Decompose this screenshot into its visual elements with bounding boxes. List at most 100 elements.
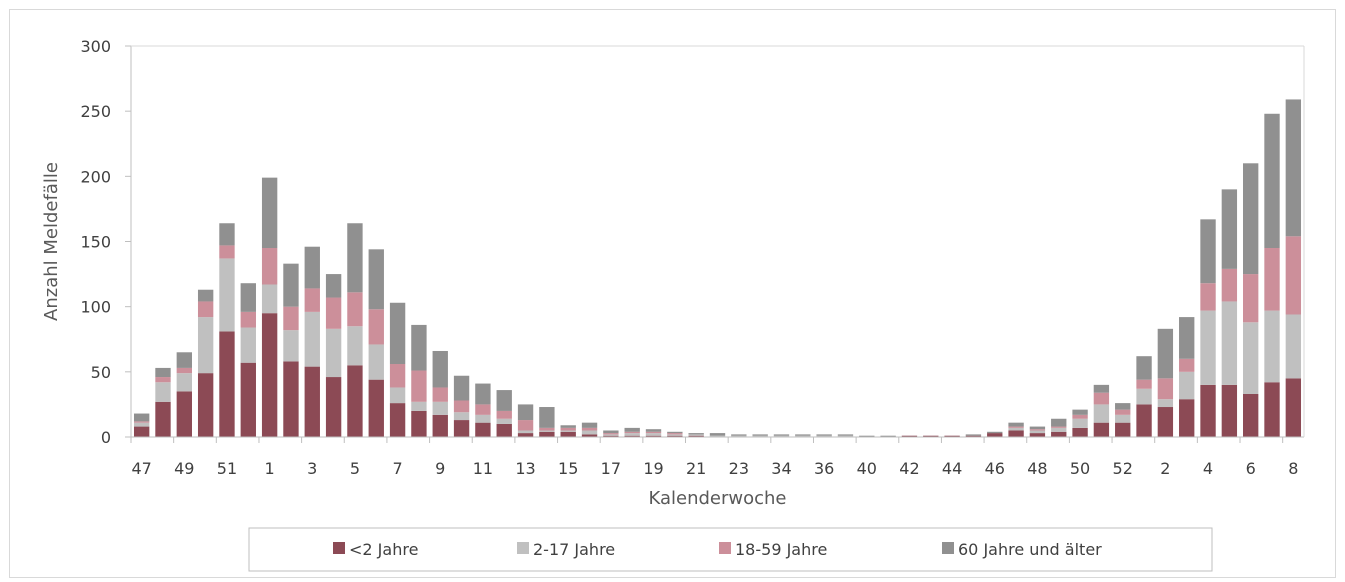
- bar-segment: [133, 426, 150, 437]
- bar-segment: [773, 434, 790, 436]
- x-tick-label: 1: [265, 459, 275, 478]
- bar-segment: [496, 390, 512, 411]
- bar-segment: [1264, 382, 1280, 437]
- bar-segment: [1093, 422, 1110, 437]
- bar-segment: [1093, 384, 1110, 393]
- bar-segment: [240, 311, 256, 328]
- bar-segment: [1029, 429, 1046, 431]
- bar-segment: [1093, 392, 1110, 405]
- bar-segment: [219, 258, 235, 332]
- x-tick-label: 34: [771, 459, 791, 478]
- x-tick-label: 17: [601, 459, 621, 478]
- bar-segment: [240, 283, 256, 312]
- legend-label: 2-17 Jahre: [533, 540, 615, 559]
- bar-segment: [155, 377, 171, 383]
- bar-segment: [539, 430, 555, 432]
- bar-segment: [795, 434, 811, 436]
- bar-segment: [411, 401, 427, 411]
- x-tick-label: 50: [1070, 459, 1090, 478]
- bar-segment: [475, 404, 491, 415]
- bar-segment: [283, 263, 299, 307]
- bar-segment: [1008, 426, 1024, 428]
- bar-segment: [432, 401, 448, 415]
- bar-segment: [923, 435, 939, 437]
- bar-segment: [1157, 328, 1174, 379]
- bar-segment: [880, 435, 896, 437]
- bar-segment: [731, 435, 747, 437]
- legend-swatch: [719, 542, 731, 554]
- x-tick-label: 51: [217, 459, 237, 478]
- bar-segment: [1200, 219, 1216, 284]
- bar-segment: [304, 246, 320, 289]
- x-tick-label: 36: [814, 459, 834, 478]
- bar-segment: [560, 427, 576, 431]
- x-tick-label: 23: [729, 459, 749, 478]
- bar-segment: [368, 249, 384, 310]
- bar-segment: [1221, 384, 1238, 437]
- x-tick-label: 11: [473, 459, 493, 478]
- y-tick-label: 0: [101, 428, 111, 447]
- bar-segment: [496, 423, 512, 437]
- bar-segment: [1115, 414, 1131, 423]
- legend-label: 60 Jahre und älter: [958, 540, 1102, 559]
- bar-segment: [432, 350, 448, 388]
- bar-segment: [1051, 418, 1067, 427]
- bar-segment: [1093, 404, 1110, 423]
- bar-segment: [624, 431, 640, 434]
- y-tick-label: 200: [80, 167, 111, 186]
- bar-segment: [624, 435, 640, 437]
- bar-segment: [176, 391, 192, 437]
- bar-segment: [517, 433, 534, 437]
- bar-segment: [1285, 99, 1302, 237]
- bar-segment: [1157, 378, 1174, 400]
- x-tick-label: 42: [899, 459, 919, 478]
- bar-segment: [304, 366, 320, 437]
- x-tick-label: 4: [1203, 459, 1213, 478]
- bar-segment: [1029, 430, 1046, 434]
- bar-segment: [539, 431, 555, 437]
- bar-segment: [325, 297, 342, 329]
- legend-swatch: [517, 542, 529, 554]
- bar-segment: [1200, 384, 1216, 437]
- bar-segment: [1136, 379, 1152, 389]
- bar-segment: [389, 364, 406, 388]
- bar-segment: [837, 434, 854, 436]
- bar-segment: [261, 313, 278, 437]
- bar-segment: [816, 434, 832, 436]
- x-tick-label: 5: [350, 459, 360, 478]
- bar-segment: [709, 435, 726, 437]
- bar-segment: [603, 435, 619, 437]
- bar-segment: [667, 433, 683, 435]
- x-tick-label: 44: [942, 459, 962, 478]
- x-tick-label: 15: [558, 459, 578, 478]
- bar-segment: [1221, 301, 1238, 385]
- bar-segment: [560, 431, 576, 437]
- bar-segment: [1115, 409, 1131, 415]
- bar-segment: [1243, 274, 1259, 323]
- bar-segment: [389, 302, 406, 365]
- bar-segment: [688, 435, 704, 437]
- bar-segment: [1243, 393, 1259, 437]
- bar-segment: [1179, 371, 1195, 400]
- bar-segment: [816, 435, 832, 437]
- bar-segment: [283, 361, 299, 437]
- bar-segment: [304, 288, 320, 312]
- y-axis-title: Anzahl Meldefälle: [41, 162, 62, 321]
- bar-segment: [709, 433, 726, 436]
- x-tick-label: 13: [515, 459, 535, 478]
- bar-segment: [1285, 236, 1302, 315]
- bar-segment: [197, 289, 214, 302]
- bar-segment: [155, 401, 171, 437]
- bar-segment: [773, 435, 790, 437]
- y-axis-ticks: 0 50 100 150 200 250 300: [80, 37, 131, 447]
- x-tick-label: 7: [392, 459, 402, 478]
- bar-segment: [603, 430, 619, 434]
- bar-segment: [347, 326, 363, 366]
- bar-segment: [197, 317, 214, 374]
- bar-segment: [133, 422, 150, 427]
- bar-segment: [667, 431, 683, 434]
- bar-segment: [752, 435, 768, 437]
- bar-segment: [987, 433, 1003, 437]
- bar-segment: [1179, 399, 1195, 437]
- bar-segment: [1136, 404, 1152, 437]
